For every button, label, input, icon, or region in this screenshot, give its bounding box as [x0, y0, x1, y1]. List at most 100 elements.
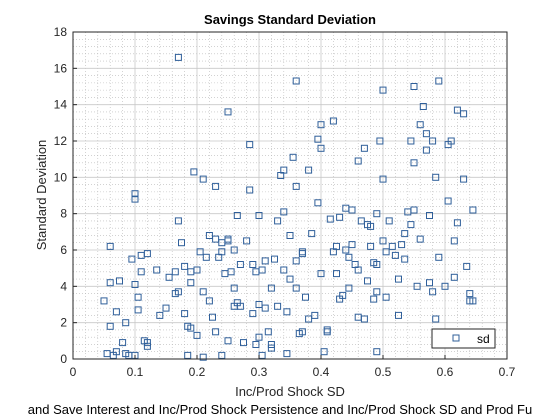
data-point	[143, 339, 151, 347]
plot-frame	[72, 31, 508, 360]
data-point	[305, 166, 313, 174]
y-axis-ticks: 0 2 4 6 8 10 12 14 16 18	[54, 25, 77, 366]
data-point	[261, 304, 269, 312]
y-tick-label: 0	[60, 352, 67, 366]
data-point	[379, 175, 387, 183]
data-point	[416, 235, 424, 243]
data-point	[419, 103, 427, 110]
data-point	[391, 251, 399, 259]
data-point	[357, 217, 365, 225]
x-tick-label: 0.6	[437, 365, 454, 379]
data-point	[469, 297, 477, 305]
data-point	[373, 288, 381, 296]
data-point	[345, 253, 353, 261]
legend-marker	[452, 334, 460, 342]
data-point	[212, 328, 220, 336]
data-point	[292, 77, 300, 85]
data-point	[184, 351, 192, 359]
data-point	[292, 284, 300, 292]
data-point	[379, 237, 387, 245]
data-point	[230, 246, 238, 254]
data-point	[373, 210, 381, 218]
data-point	[395, 275, 402, 283]
data-point	[426, 279, 433, 287]
y-tick-label: 4	[60, 279, 67, 293]
data-point	[187, 279, 195, 287]
data-point	[453, 106, 461, 114]
data-point	[435, 77, 443, 85]
data-point	[373, 348, 381, 356]
data-point	[209, 313, 216, 321]
data-point	[416, 121, 424, 129]
data-point	[202, 253, 210, 261]
data-point	[410, 83, 418, 90]
data-point	[466, 290, 474, 298]
data-point	[348, 241, 356, 249]
data-point	[134, 293, 142, 301]
data-point	[333, 270, 340, 278]
data-point	[230, 284, 238, 292]
data-point	[174, 53, 182, 61]
data-point	[292, 182, 300, 190]
data-point	[119, 339, 127, 347]
data-point	[165, 273, 173, 281]
data-point	[227, 268, 235, 276]
data-point	[128, 255, 136, 263]
x-tick-label: 0.3	[251, 365, 268, 379]
y-tick-label: 14	[54, 98, 68, 112]
data-point	[283, 308, 291, 316]
data-point	[240, 339, 247, 347]
data-point	[112, 348, 120, 356]
data-point	[134, 306, 142, 314]
data-point	[246, 141, 254, 149]
data-point	[413, 282, 421, 290]
data-point	[267, 344, 275, 352]
data-point	[289, 153, 297, 161]
data-point	[376, 137, 384, 145]
data-point	[153, 266, 161, 274]
data-point	[422, 130, 430, 138]
data-point	[131, 281, 139, 288]
data-point	[286, 275, 294, 283]
data-point	[199, 175, 207, 183]
data-point	[199, 353, 207, 361]
data-point	[233, 212, 241, 219]
data-point	[292, 257, 300, 265]
data-point	[156, 311, 164, 319]
data-point	[426, 212, 433, 219]
data-point	[395, 311, 402, 319]
data-point	[131, 190, 139, 198]
data-point	[407, 137, 415, 145]
data-point	[255, 212, 263, 219]
data-point	[460, 175, 468, 183]
data-point	[342, 246, 350, 254]
data-point	[379, 86, 387, 94]
data-point	[382, 293, 390, 301]
data-point	[174, 217, 182, 225]
y-axis-label: Standard Deviation	[34, 140, 49, 251]
y-tick-label: 16	[54, 61, 68, 75]
x-tick-label: 0	[70, 365, 77, 379]
chart-title: Savings Standard Deviation	[204, 12, 376, 27]
data-point	[264, 328, 272, 336]
data-point	[444, 197, 452, 205]
x-tick-label: 0.1	[127, 365, 144, 379]
data-point	[422, 146, 430, 154]
data-point	[181, 310, 189, 318]
data-point	[348, 206, 356, 214]
data-point	[212, 235, 220, 243]
data-point	[100, 297, 108, 305]
data-point	[447, 137, 455, 145]
data-point	[370, 295, 378, 303]
data-point	[463, 262, 471, 270]
data-point	[178, 239, 185, 247]
data-point	[286, 232, 294, 239]
y-tick-label: 8	[60, 207, 67, 221]
data-point	[246, 186, 254, 194]
data-point	[410, 159, 418, 167]
data-point	[212, 182, 220, 190]
x-tick-label: 0.7	[499, 365, 516, 379]
data-point	[274, 217, 282, 225]
data-point	[298, 250, 306, 258]
data-point	[354, 157, 362, 165]
